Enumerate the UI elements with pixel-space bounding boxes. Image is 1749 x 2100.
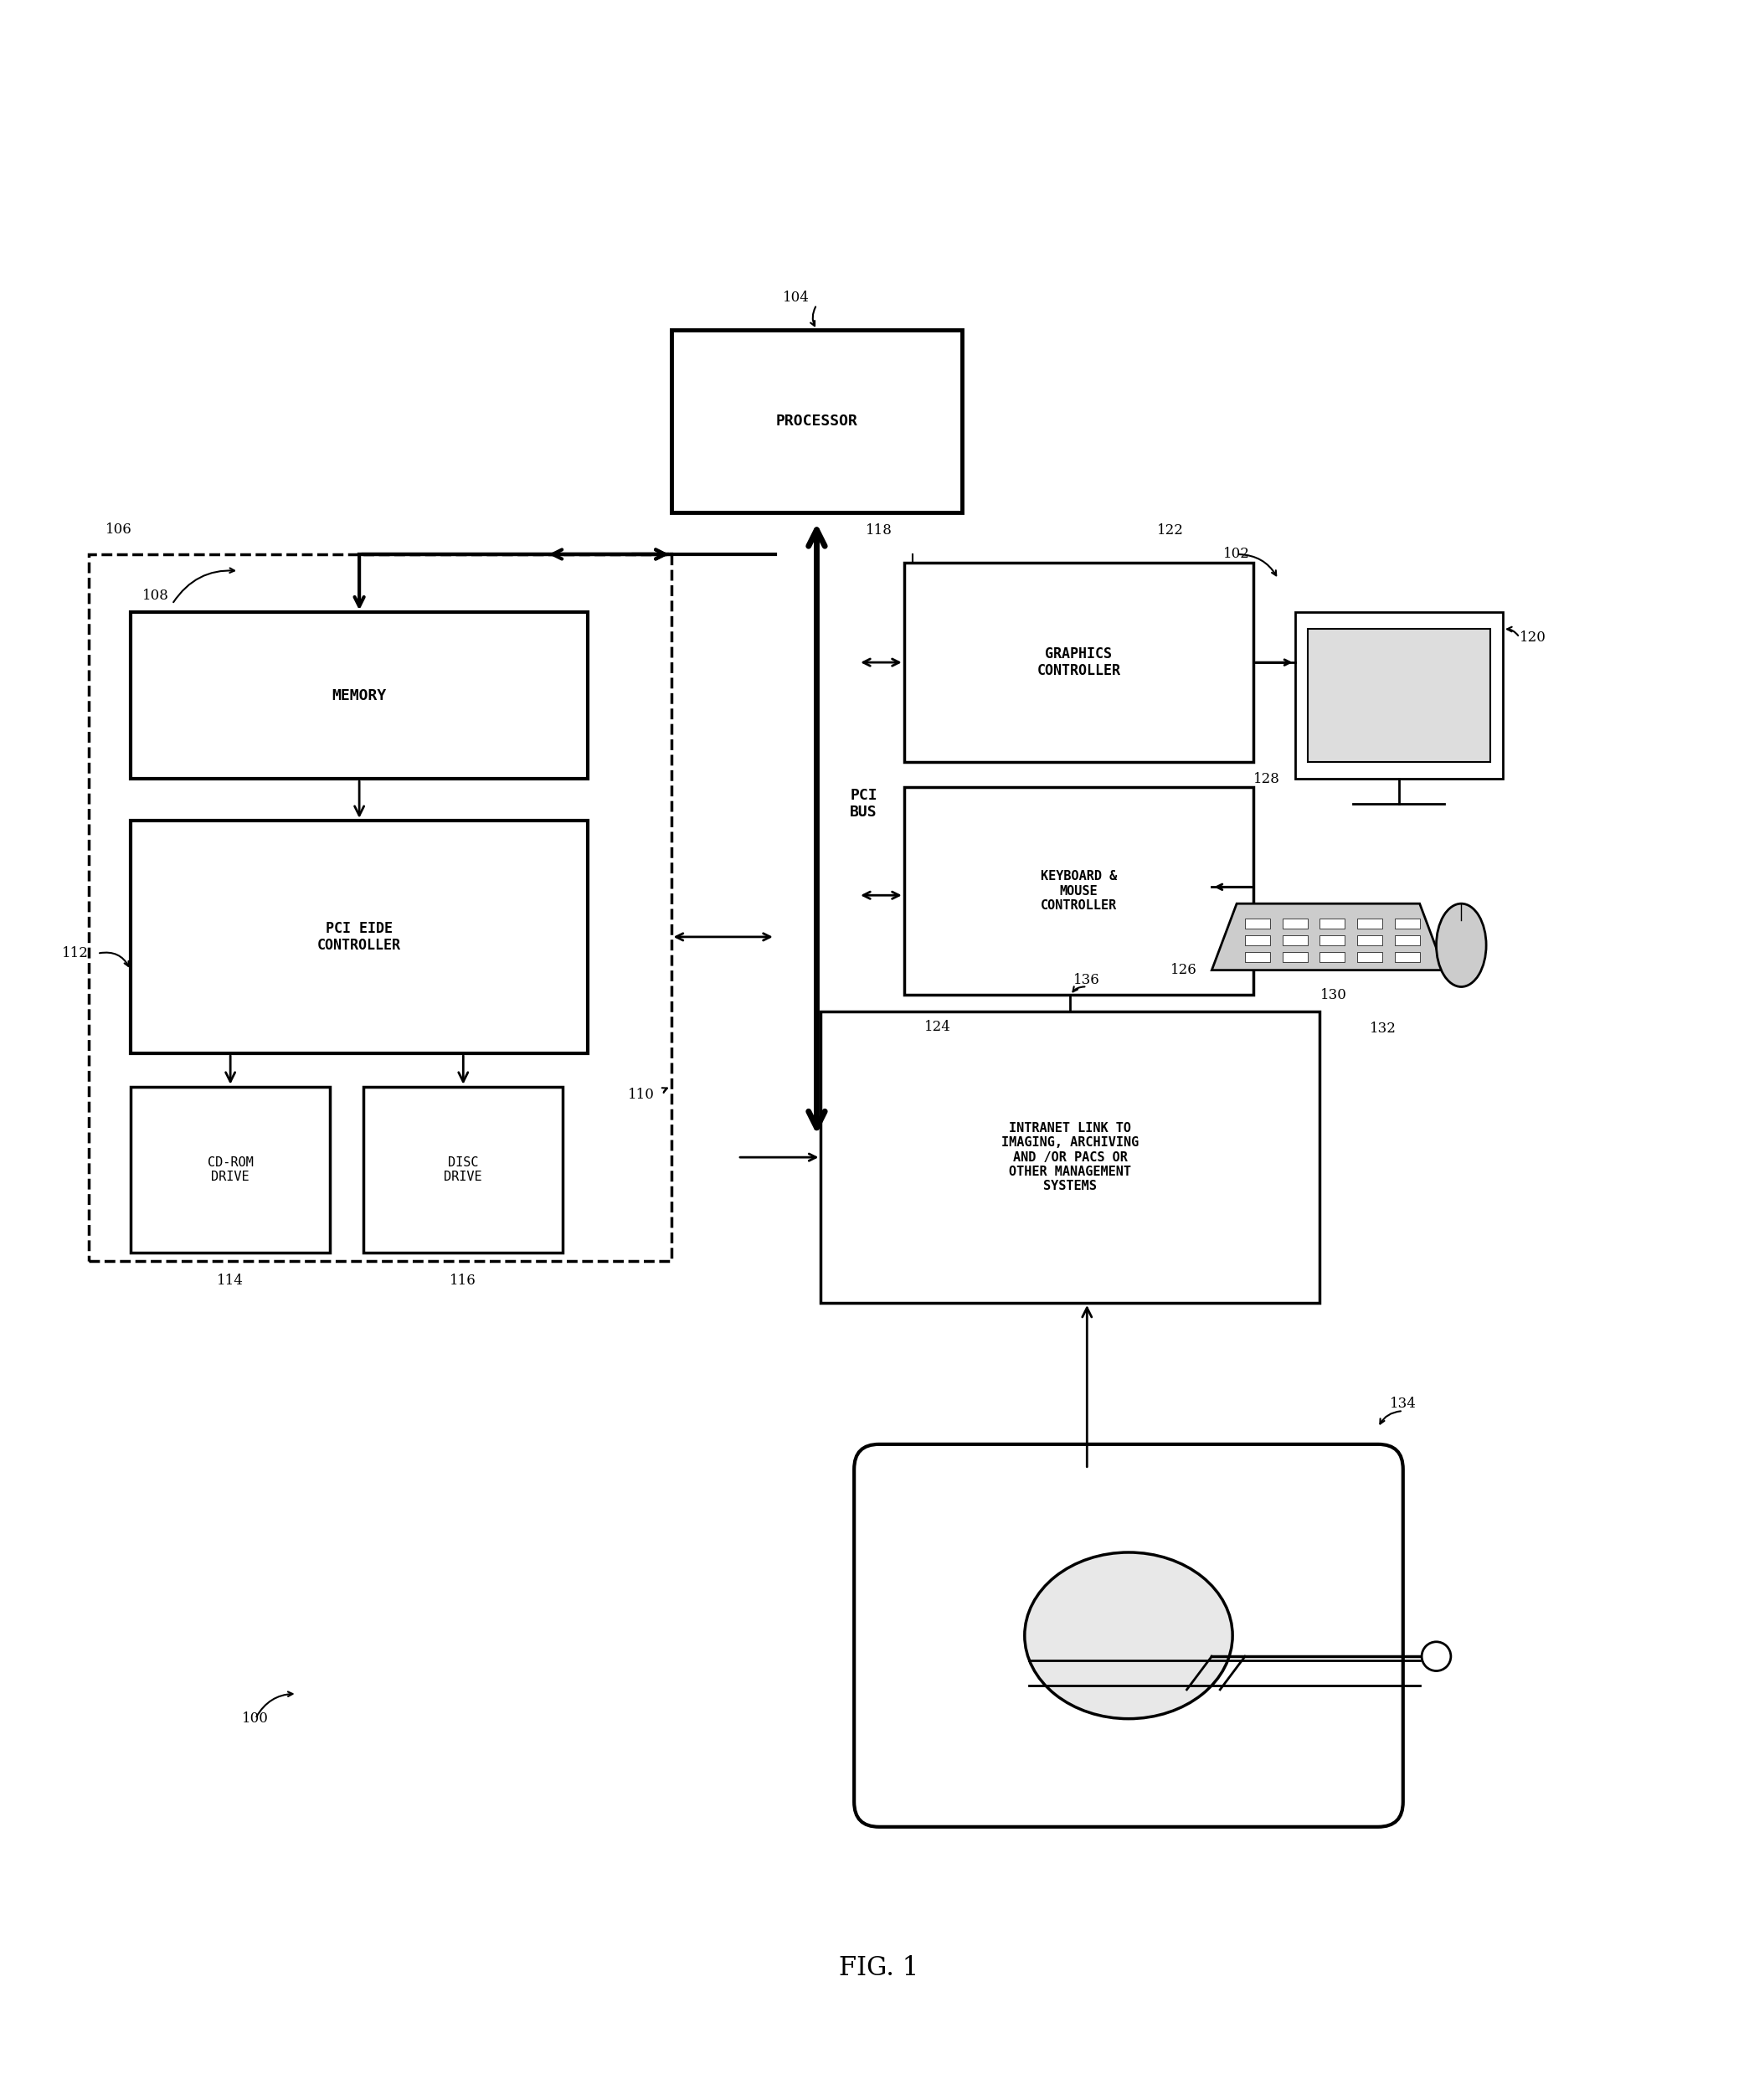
Bar bbox=[1394, 951, 1420, 962]
Text: KEYBOARD &
MOUSE
CONTROLLER: KEYBOARD & MOUSE CONTROLLER bbox=[1041, 869, 1118, 911]
Polygon shape bbox=[1212, 903, 1445, 970]
Text: GRAPHICS
CONTROLLER: GRAPHICS CONTROLLER bbox=[1037, 647, 1121, 678]
Bar bbox=[89, 554, 672, 1262]
Bar bbox=[1357, 918, 1382, 928]
Bar bbox=[364, 1086, 563, 1254]
Text: 116: 116 bbox=[449, 1275, 476, 1287]
Bar bbox=[131, 1086, 331, 1254]
Bar bbox=[904, 563, 1254, 762]
Bar bbox=[1394, 934, 1420, 945]
Text: 130: 130 bbox=[1320, 987, 1347, 1002]
Bar bbox=[1357, 934, 1382, 945]
Text: 118: 118 bbox=[866, 523, 892, 538]
Bar bbox=[1320, 918, 1345, 928]
Text: 110: 110 bbox=[628, 1088, 654, 1102]
Text: PCI EIDE
CONTROLLER: PCI EIDE CONTROLLER bbox=[317, 920, 401, 953]
FancyBboxPatch shape bbox=[854, 1445, 1403, 1827]
Text: 124: 124 bbox=[923, 1021, 951, 1035]
Bar bbox=[1320, 951, 1345, 962]
Bar bbox=[820, 1012, 1320, 1302]
Text: 128: 128 bbox=[1254, 771, 1280, 785]
Polygon shape bbox=[1308, 630, 1490, 762]
Text: 106: 106 bbox=[105, 523, 133, 536]
Bar bbox=[1394, 918, 1420, 928]
Bar bbox=[1320, 934, 1345, 945]
Bar bbox=[1245, 918, 1270, 928]
Text: PCI
BUS: PCI BUS bbox=[850, 788, 878, 819]
Ellipse shape bbox=[1422, 1642, 1452, 1672]
Text: PROCESSOR: PROCESSOR bbox=[777, 414, 857, 428]
Text: 112: 112 bbox=[63, 947, 89, 960]
Text: 120: 120 bbox=[1520, 630, 1546, 645]
Text: 114: 114 bbox=[217, 1275, 243, 1287]
Bar bbox=[131, 613, 588, 779]
Text: FIG. 1: FIG. 1 bbox=[840, 1955, 918, 1980]
Ellipse shape bbox=[1025, 1552, 1233, 1718]
Bar bbox=[1282, 934, 1308, 945]
Bar bbox=[1245, 951, 1270, 962]
Bar bbox=[904, 788, 1254, 995]
Bar bbox=[131, 821, 588, 1054]
Text: 136: 136 bbox=[1074, 972, 1100, 987]
Bar bbox=[1282, 918, 1308, 928]
Text: 100: 100 bbox=[241, 1711, 269, 1726]
Text: 134: 134 bbox=[1390, 1397, 1417, 1411]
Ellipse shape bbox=[1436, 903, 1487, 987]
Text: 132: 132 bbox=[1369, 1021, 1396, 1035]
Bar bbox=[1245, 934, 1270, 945]
Text: MEMORY: MEMORY bbox=[332, 689, 387, 704]
Bar bbox=[1357, 951, 1382, 962]
Bar bbox=[672, 330, 962, 512]
Text: CD-ROM
DRIVE: CD-ROM DRIVE bbox=[208, 1157, 254, 1182]
Text: DISC
DRIVE: DISC DRIVE bbox=[444, 1157, 483, 1182]
Bar bbox=[1282, 951, 1308, 962]
Text: INTRANET LINK TO
IMAGING, ARCHIVING
AND /OR PACS OR
OTHER MANAGEMENT
SYSTEMS: INTRANET LINK TO IMAGING, ARCHIVING AND … bbox=[1002, 1121, 1139, 1193]
Text: 122: 122 bbox=[1156, 523, 1184, 538]
Text: 102: 102 bbox=[1223, 548, 1251, 561]
Text: 104: 104 bbox=[782, 290, 810, 304]
Text: 108: 108 bbox=[142, 588, 170, 603]
Text: 126: 126 bbox=[1170, 964, 1196, 977]
